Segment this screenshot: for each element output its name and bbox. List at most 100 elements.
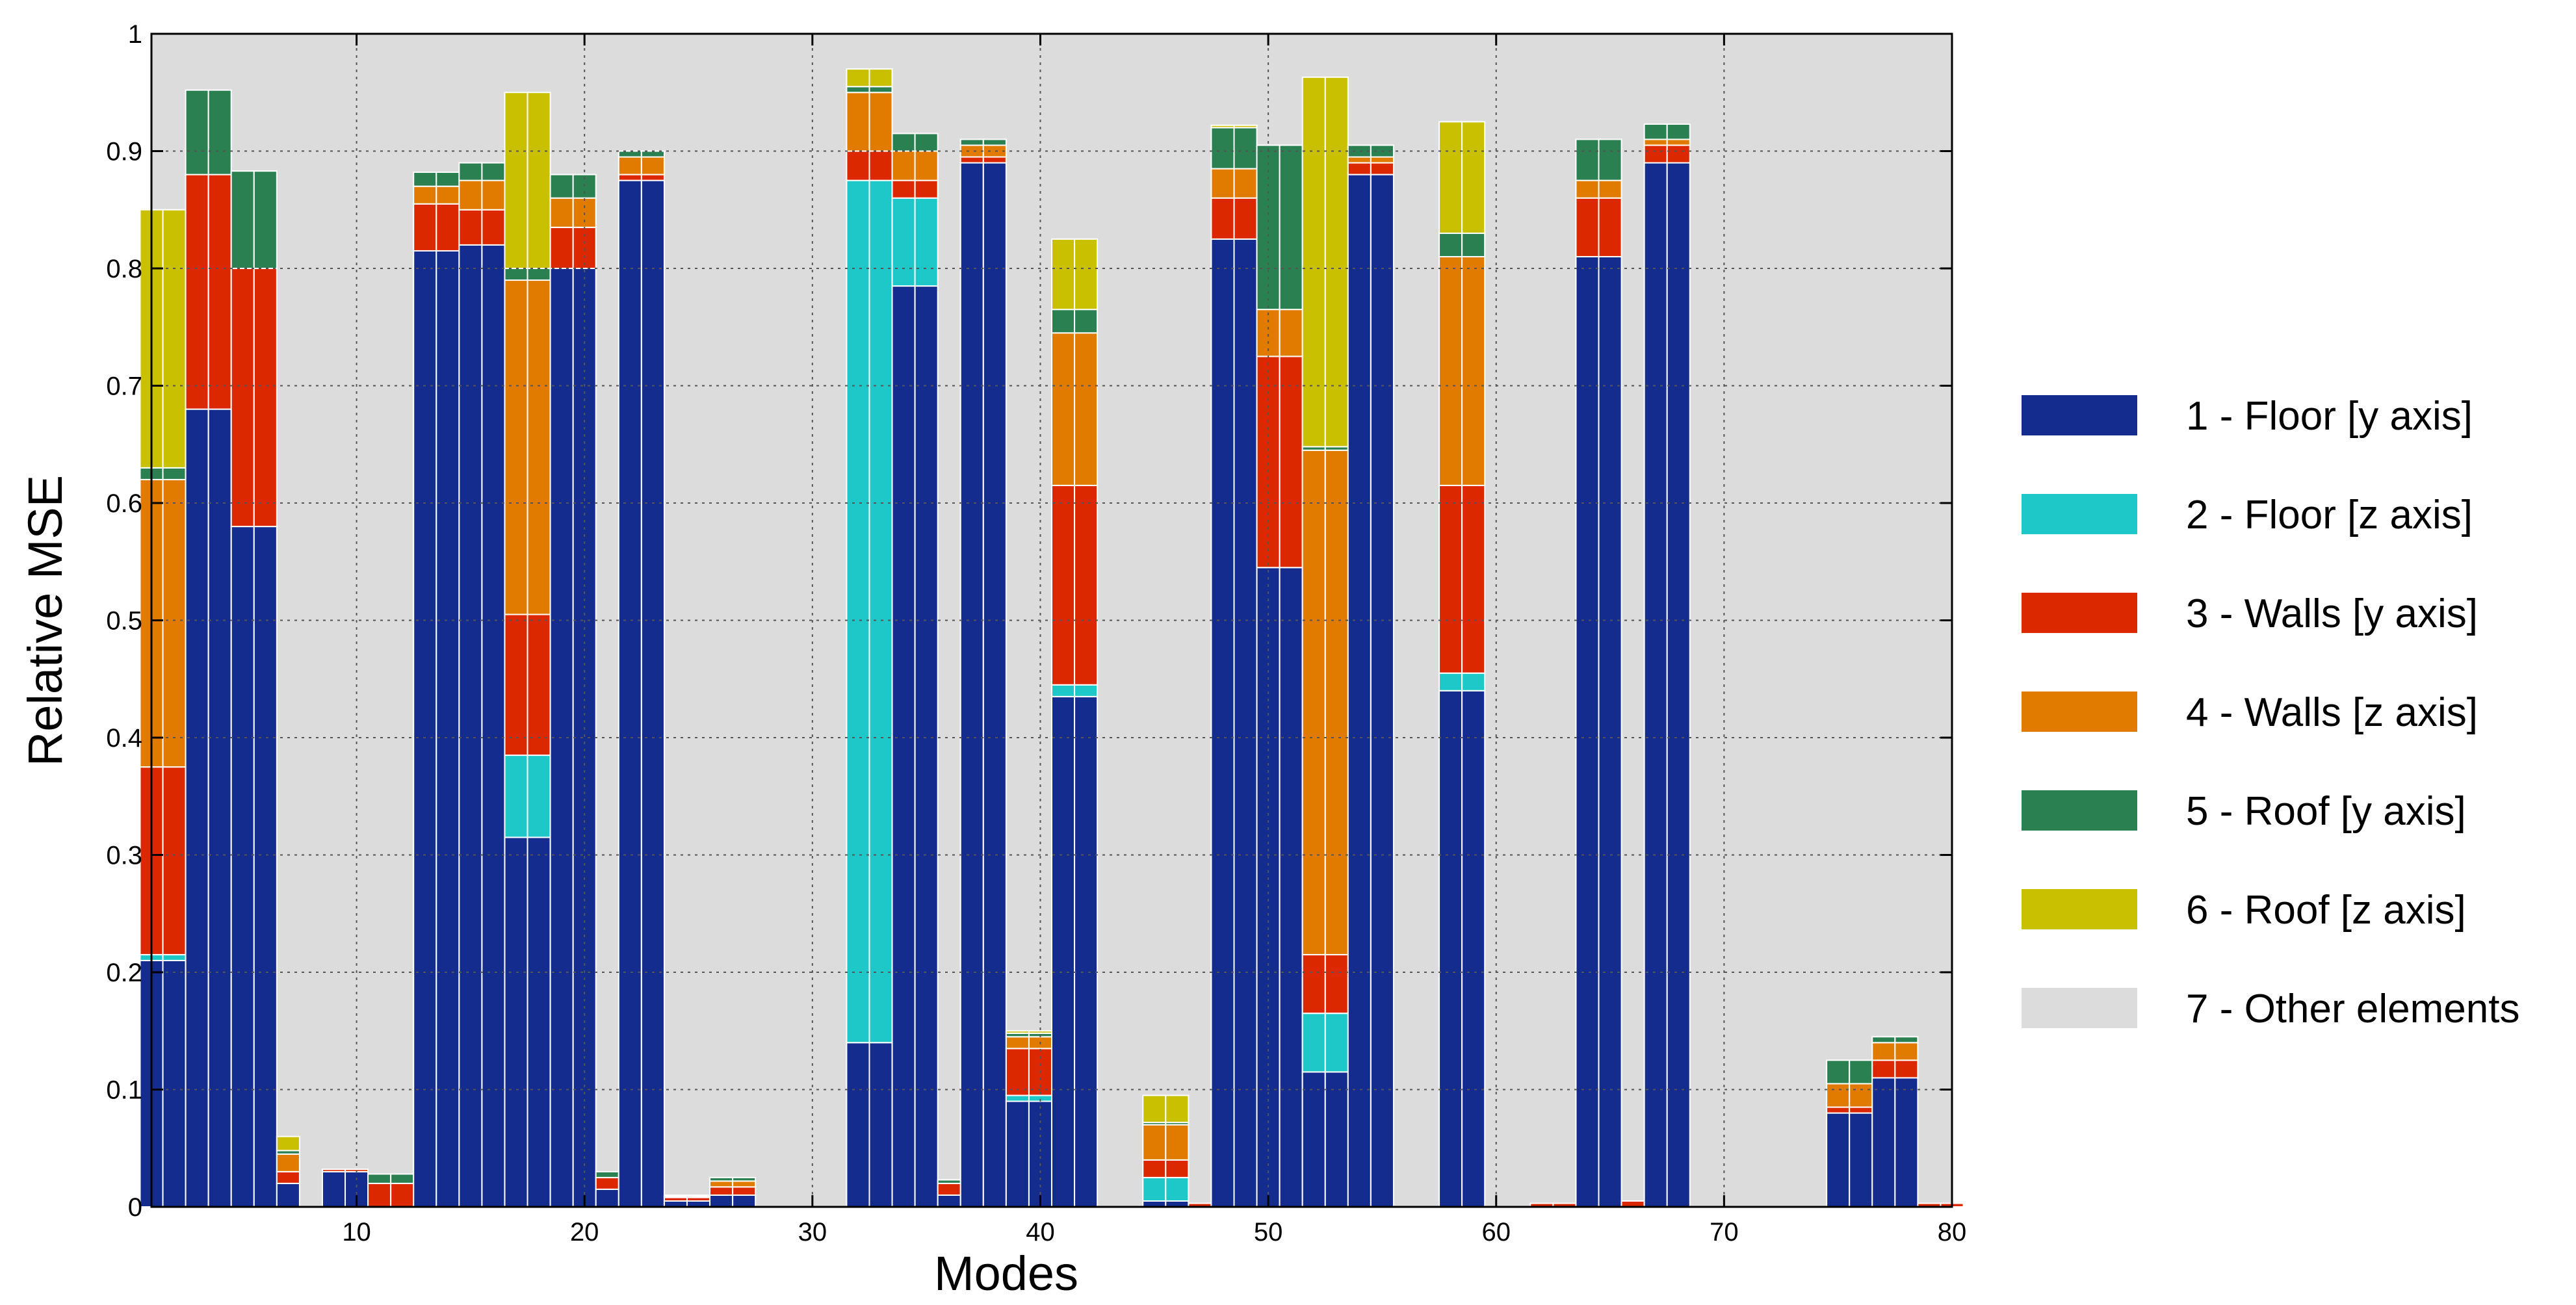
bar-mode-33-series-4: [868, 92, 893, 152]
y-tick-label: 0.9: [106, 138, 142, 166]
bar-mode-52-series-2: [1301, 1013, 1326, 1073]
bar-mode-15-series-3: [458, 209, 483, 246]
bar-mode-37-series-3: [959, 156, 984, 164]
bar-mode-16-series-3: [481, 209, 506, 246]
bar-mode-58-series-1: [1438, 690, 1463, 1208]
bar-mode-64-series-1: [1575, 255, 1600, 1208]
bar-mode-54-series-1: [1347, 174, 1372, 1208]
bar-mode-32-series-5: [846, 86, 870, 94]
bar-mode-9-series-1: [321, 1170, 346, 1208]
bar-mode-41-series-3: [1051, 484, 1076, 686]
bar-mode-78-series-4: [1894, 1042, 1919, 1061]
bar-mode-46-series-3: [1165, 1159, 1190, 1178]
bar-mode-65-series-4: [1598, 179, 1622, 199]
bar-mode-55-series-3: [1370, 162, 1394, 175]
bar-mode-18-series-4: [527, 279, 551, 615]
y-tick-label: 0.1: [106, 1076, 142, 1105]
bar-mode-6-series-5: [253, 170, 278, 270]
bar-mode-21-series-1: [595, 1188, 619, 1208]
bar-mode-76-series-1: [1849, 1112, 1873, 1208]
bar-mode-12-series-5: [390, 1173, 415, 1184]
bar-mode-2-series-6: [162, 209, 187, 469]
bar-mode-41-series-1: [1051, 695, 1076, 1208]
bar-mode-27-series-4: [732, 1180, 757, 1188]
bar-mode-16-series-4: [481, 179, 506, 211]
bar-mode-17-series-2: [504, 755, 528, 838]
legend-swatch-1: [2022, 395, 2137, 435]
bar-mode-13-series-1: [413, 250, 437, 1208]
bar-mode-41-series-6: [1051, 238, 1076, 311]
bar-mode-45-series-3: [1142, 1159, 1167, 1178]
bar-mode-22-series-3: [618, 174, 642, 181]
bar-mode-54-series-3: [1347, 162, 1372, 175]
bar-mode-17-series-6: [504, 92, 528, 269]
bar-mode-19-series-5: [549, 174, 574, 199]
x-tick-label: 10: [342, 1218, 371, 1247]
bar-mode-77-series-3: [1871, 1059, 1896, 1079]
bar-mode-39-series-1: [1005, 1100, 1030, 1208]
bar-mode-53-series-3: [1324, 953, 1349, 1014]
grid-layer: [151, 34, 1952, 1207]
bar-mode-40-series-6: [1028, 1030, 1052, 1034]
bar-mode-33-series-1: [868, 1042, 893, 1208]
bar-mode-37-series-1: [959, 162, 984, 1208]
bar-mode-68-series-4: [1666, 138, 1691, 146]
bar-mode-38-series-5: [982, 138, 1007, 146]
bar-mode-68-series-3: [1666, 144, 1691, 164]
legend: 1 - Floor [y axis] 2 - Floor [z axis] 3 - …: [2022, 394, 2519, 1031]
bar-mode-34-series-4: [891, 150, 916, 181]
x-tick-label: 70: [1710, 1218, 1739, 1247]
bar-mode-49-series-4: [1233, 168, 1258, 199]
bar-mode-42-series-3: [1074, 484, 1099, 686]
legend-label-2: 2 - Floor [z axis]: [2186, 493, 2473, 537]
bar-mode-26-series-1: [709, 1194, 734, 1208]
bars-layer: [139, 68, 1964, 1208]
bar-mode-26-series-5: [709, 1176, 734, 1182]
bar-mode-64-series-5: [1575, 138, 1600, 181]
bar-mode-42-series-2: [1074, 684, 1099, 697]
bar-mode-4-series-3: [207, 174, 232, 410]
bar-mode-18-series-1: [527, 836, 551, 1208]
bar-mode-34-series-1: [891, 285, 916, 1208]
y-tick-label: 1: [128, 20, 142, 49]
bar-mode-32-series-6: [846, 68, 870, 88]
bar-mode-58-series-5: [1438, 232, 1463, 257]
y-tick-label: 0.4: [106, 724, 142, 753]
bar-mode-36-series-3: [937, 1182, 961, 1196]
bar-mode-27-series-5: [732, 1176, 757, 1182]
bar-mode-49-series-5: [1233, 127, 1258, 170]
bar-mode-13-series-3: [413, 203, 437, 252]
bar-mode-5-series-5: [230, 170, 255, 270]
bar-mode-64-series-3: [1575, 197, 1600, 257]
bar-mode-45-series-6: [1142, 1094, 1167, 1124]
bar-mode-17-series-5: [504, 268, 528, 281]
bar-mode-51-series-3: [1279, 355, 1303, 569]
bar-mode-2-series-3: [162, 766, 187, 955]
bar-mode-59-series-4: [1461, 255, 1486, 486]
bar-mode-59-series-2: [1461, 672, 1486, 691]
bar-mode-64-series-4: [1575, 179, 1600, 199]
bar-mode-77-series-5: [1871, 1036, 1896, 1044]
bar-mode-6-series-1: [253, 526, 278, 1208]
bar-mode-75-series-5: [1826, 1059, 1851, 1085]
bar-mode-2-series-1: [162, 959, 187, 1208]
y-tick-label: 0.3: [106, 842, 142, 870]
bar-mode-27-series-1: [732, 1194, 757, 1208]
bar-mode-49-series-3: [1233, 197, 1258, 240]
bar-mode-3-series-5: [185, 89, 209, 175]
bar-mode-33-series-3: [868, 150, 893, 181]
bar-mode-37-series-4: [959, 144, 984, 158]
bar-mode-68-series-5: [1666, 123, 1691, 140]
bar-mode-48-series-3: [1210, 197, 1235, 240]
legend-swatch-4: [2022, 691, 2137, 732]
bar-mode-22-series-1: [618, 179, 642, 1208]
bar-mode-15-series-1: [458, 244, 483, 1208]
bar-mode-3-series-3: [185, 174, 209, 410]
bar-mode-35-series-4: [914, 150, 939, 181]
bar-mode-14-series-5: [436, 171, 460, 187]
bar-mode-65-series-5: [1598, 138, 1622, 181]
bar-mode-18-series-2: [527, 755, 551, 838]
bar-mode-39-series-3: [1005, 1048, 1030, 1096]
bar-mode-76-series-5: [1849, 1059, 1873, 1085]
bar-mode-65-series-1: [1598, 255, 1622, 1208]
